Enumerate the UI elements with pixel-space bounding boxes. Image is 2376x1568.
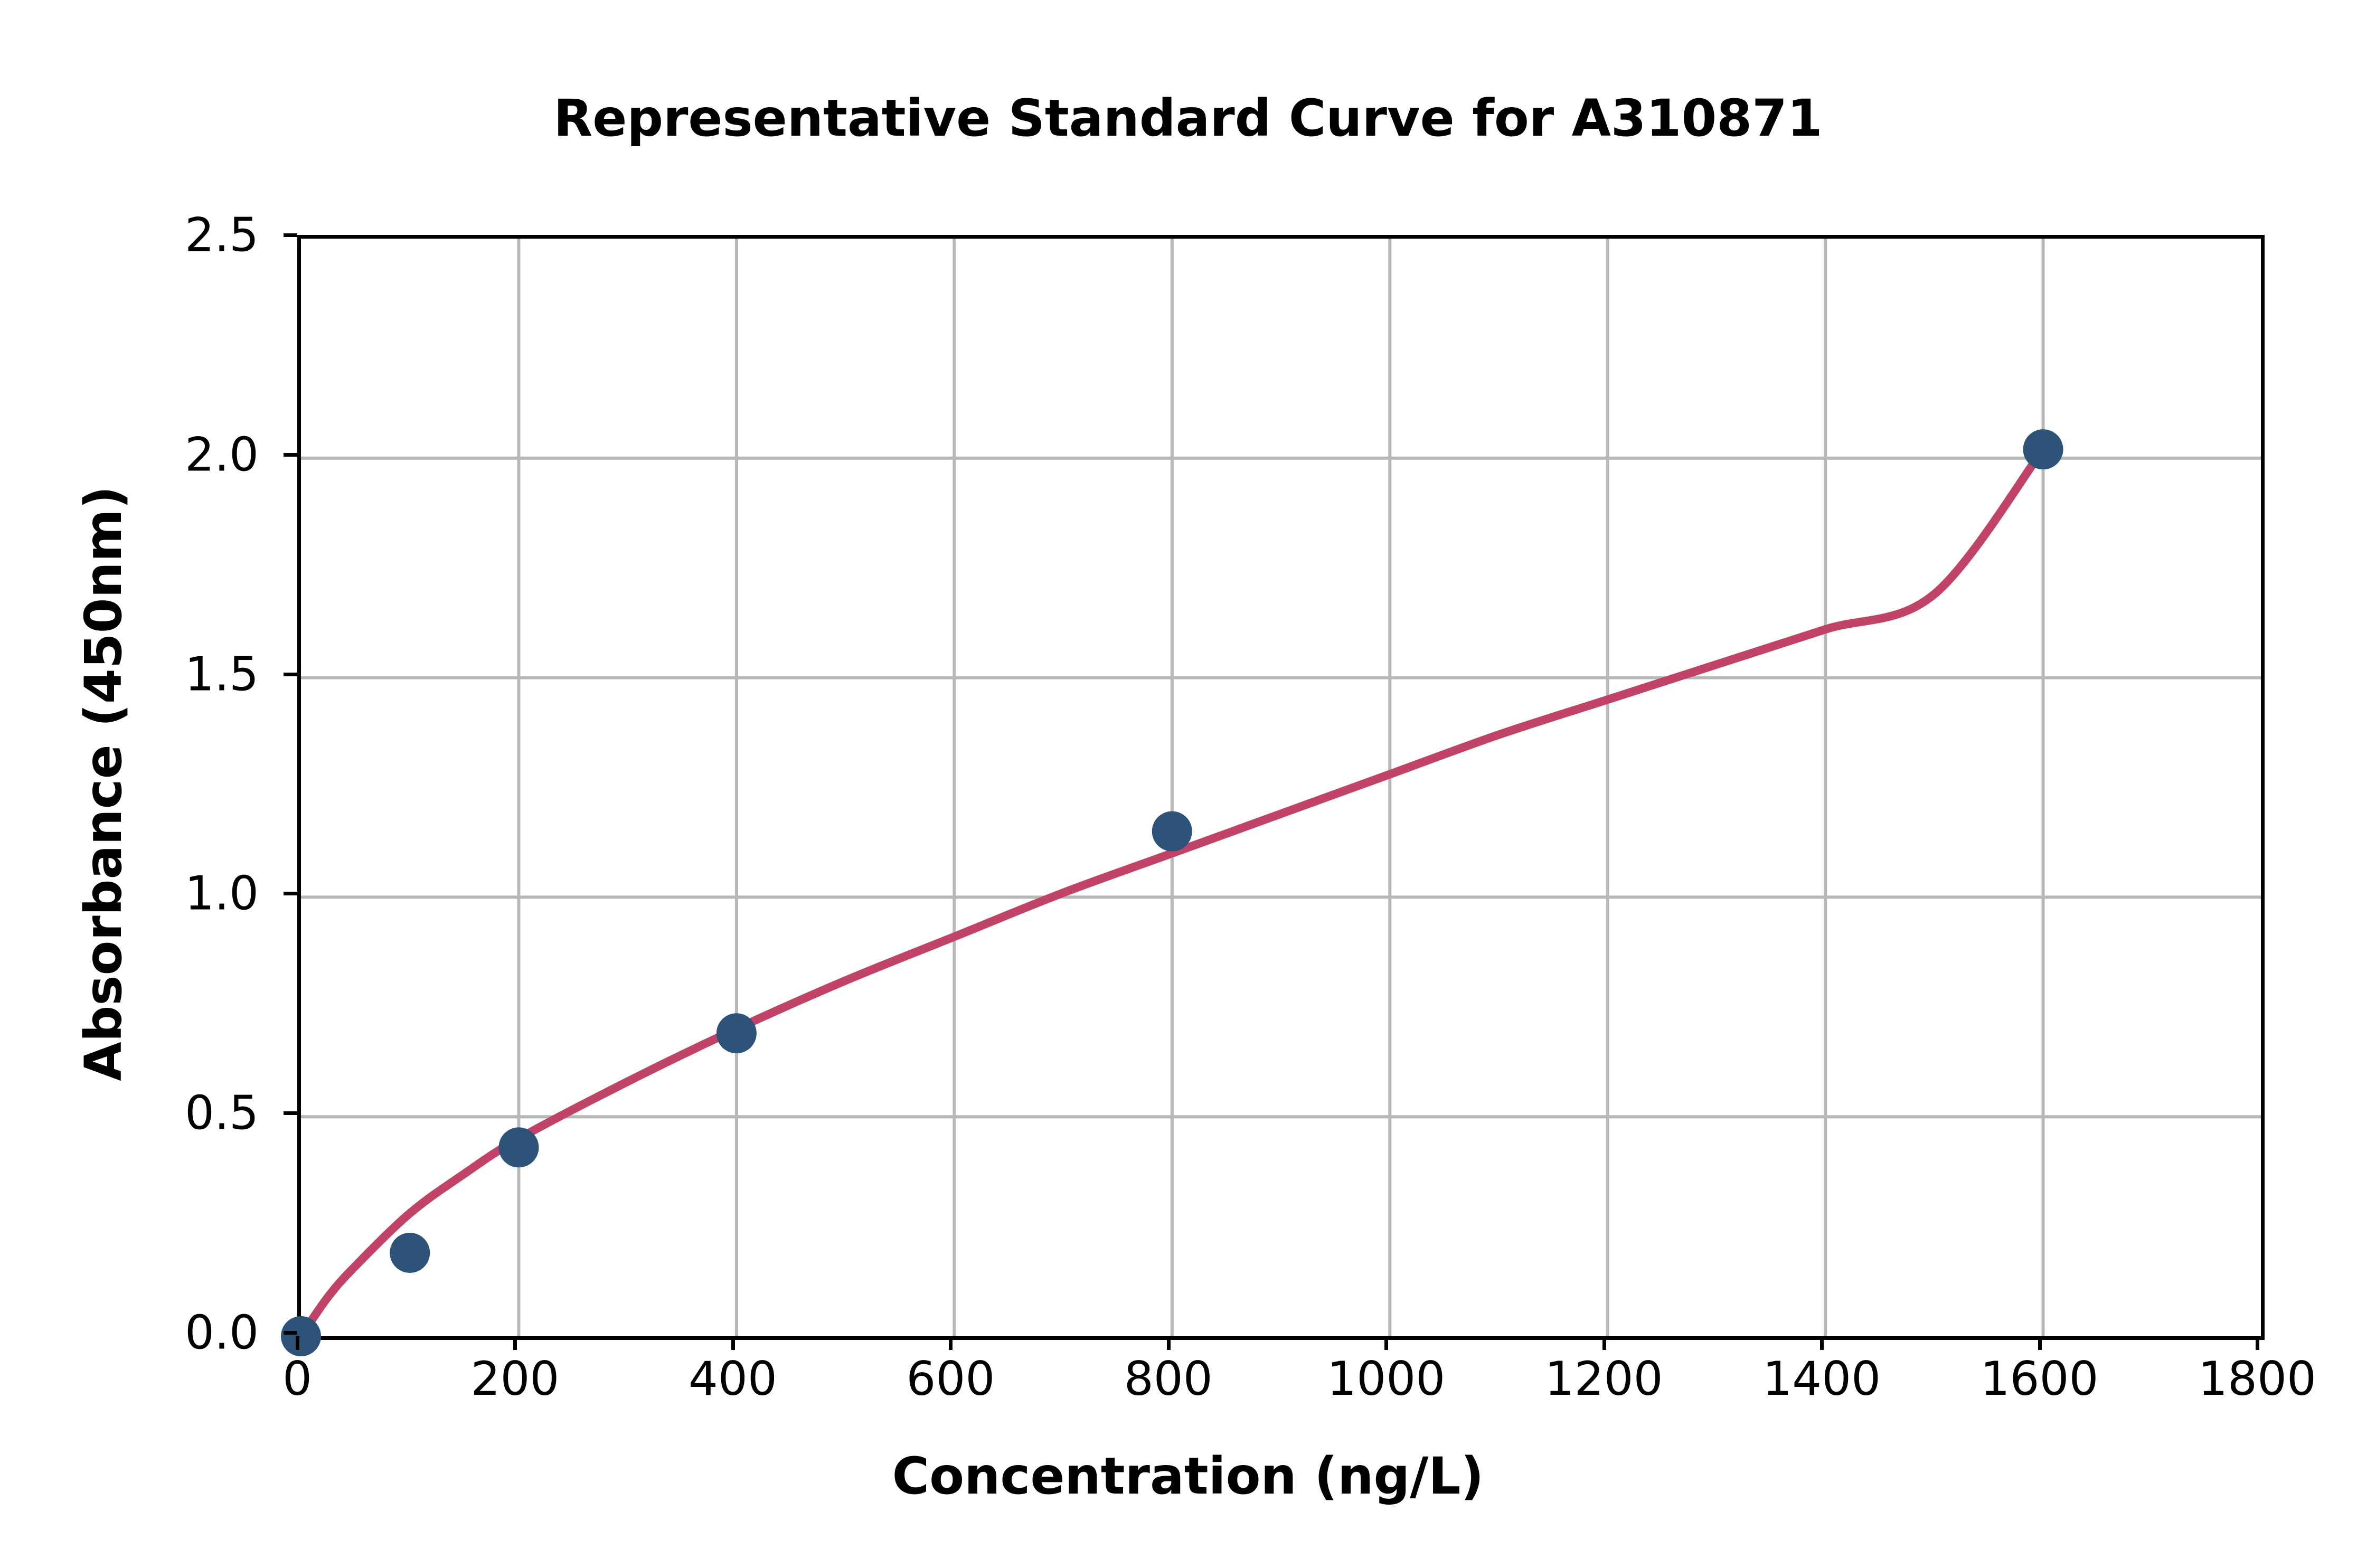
x-tick-label: 1000	[1327, 1352, 1446, 1406]
y-tick-mark	[284, 452, 297, 457]
plot-area	[281, 235, 2265, 1356]
y-tick-mark	[284, 233, 297, 237]
x-tick-mark	[731, 1336, 735, 1350]
x-tick-mark	[1820, 1336, 1824, 1350]
x-axis-label: Concentration (ng/L)	[892, 1447, 1484, 1506]
y-tick-label: 2.5	[185, 207, 259, 262]
x-tick-label: 800	[1124, 1352, 1213, 1406]
x-tick-mark	[2256, 1336, 2259, 1350]
x-tick-mark	[1166, 1336, 1171, 1350]
x-tick-label: 1400	[1762, 1352, 1881, 1406]
y-tick-mark	[284, 672, 297, 676]
data-layer	[281, 429, 2063, 1356]
grid-lines	[301, 239, 2261, 1336]
data-point-marker	[1152, 811, 1192, 852]
x-tick-mark	[1384, 1336, 1389, 1350]
x-tick-label: 200	[470, 1352, 560, 1406]
y-axis-label: Absorbance (450nm)	[74, 486, 133, 1081]
y-tick-label: 2.0	[185, 427, 259, 482]
x-tick-label: 600	[906, 1352, 995, 1406]
x-tick-mark	[296, 1336, 299, 1350]
y-tick-label: 0.0	[185, 1305, 259, 1360]
y-tick-label: 1.0	[185, 866, 259, 921]
y-tick-mark	[284, 1331, 297, 1335]
x-tick-mark	[1602, 1336, 1606, 1350]
fitted-curve	[297, 445, 2048, 1340]
x-tick-label: 0	[282, 1352, 312, 1406]
x-tick-mark	[949, 1336, 953, 1350]
y-tick-label: 0.5	[185, 1085, 259, 1140]
x-tick-label: 1200	[1544, 1352, 1663, 1406]
chart-title: Representative Standard Curve for A31087…	[553, 89, 1823, 148]
x-tick-label: 1800	[2198, 1352, 2316, 1406]
x-tick-label: 400	[688, 1352, 777, 1406]
data-point-marker	[390, 1232, 430, 1273]
x-tick-label: 1600	[1980, 1352, 2099, 1406]
data-point-marker	[716, 1013, 757, 1054]
y-tick-mark	[284, 1111, 297, 1116]
y-tick-mark	[284, 892, 297, 896]
data-point-marker	[2023, 429, 2063, 470]
y-tick-label: 1.5	[185, 647, 259, 702]
x-tick-mark	[513, 1336, 517, 1350]
data-point-marker	[498, 1127, 539, 1168]
data-point-marker	[281, 1316, 321, 1356]
x-tick-mark	[2038, 1336, 2042, 1350]
